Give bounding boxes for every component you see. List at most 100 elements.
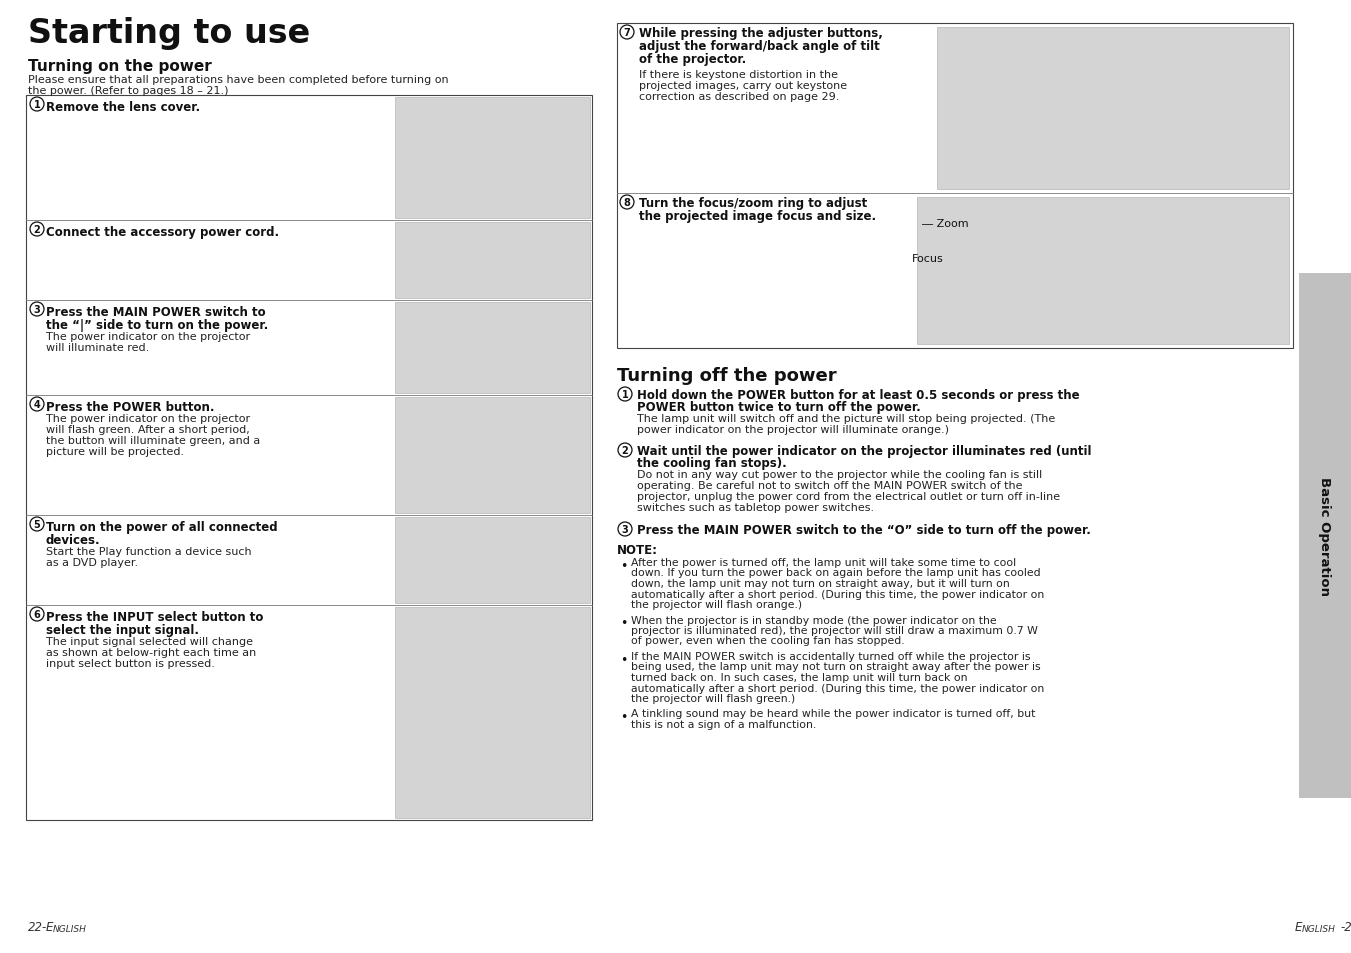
Text: of the projector.: of the projector. — [639, 53, 746, 66]
Text: Basic Operation: Basic Operation — [1319, 476, 1332, 596]
Text: •: • — [620, 617, 627, 630]
Text: If the MAIN POWER switch is accidentally turned off while the projector is: If the MAIN POWER switch is accidentally… — [631, 651, 1031, 661]
Bar — [26, 96, 592, 821]
Text: automatically after a short period. (During this time, the power indicator on: automatically after a short period. (Dur… — [631, 589, 1044, 598]
Circle shape — [30, 223, 45, 236]
Text: the button will illuminate green, and a: the button will illuminate green, and a — [46, 436, 261, 446]
Text: will flash green. After a short period,: will flash green. After a short period, — [46, 424, 250, 435]
Circle shape — [617, 522, 632, 537]
Text: Turning off the power: Turning off the power — [617, 367, 836, 385]
Text: Please ensure that all preparations have been completed before turning on: Please ensure that all preparations have… — [28, 75, 449, 85]
Text: projected images, carry out keystone: projected images, carry out keystone — [639, 81, 847, 91]
Circle shape — [30, 303, 45, 316]
Text: down. If you turn the power back on again before the lamp unit has cooled: down. If you turn the power back on agai… — [631, 568, 1040, 578]
Text: 1: 1 — [621, 390, 628, 399]
Text: input select button is pressed.: input select button is pressed. — [46, 659, 215, 668]
Text: 4: 4 — [34, 399, 41, 410]
Text: 5: 5 — [34, 519, 41, 530]
Bar — [394, 517, 590, 603]
Text: The lamp unit will switch off and the picture will stop being projected. (The: The lamp unit will switch off and the pi… — [638, 414, 1055, 423]
Text: 8: 8 — [624, 198, 631, 208]
Text: as a DVD player.: as a DVD player. — [46, 558, 138, 567]
Bar — [617, 24, 1293, 349]
Text: If there is keystone distortion in the: If there is keystone distortion in the — [639, 70, 838, 80]
Text: adjust the forward/back angle of tilt: adjust the forward/back angle of tilt — [639, 40, 880, 53]
Bar — [917, 198, 1289, 345]
Text: Start the Play function a device such: Start the Play function a device such — [46, 546, 251, 557]
Text: 22-: 22- — [28, 920, 47, 933]
Bar — [394, 607, 590, 818]
Text: Hold down the POWER button for at least 0.5 seconds or press the: Hold down the POWER button for at least … — [638, 389, 1079, 401]
Text: projector, unplug the power cord from the electrical outlet or turn off in-line: projector, unplug the power cord from th… — [638, 492, 1061, 501]
Text: NGLISH: NGLISH — [1302, 924, 1336, 933]
Text: of power, even when the cooling fan has stopped.: of power, even when the cooling fan has … — [631, 636, 905, 646]
Circle shape — [30, 397, 45, 412]
Text: Connect the accessory power cord.: Connect the accessory power cord. — [46, 226, 280, 239]
Text: Turning on the power: Turning on the power — [28, 59, 212, 74]
Text: 6: 6 — [34, 609, 41, 619]
Text: automatically after a short period. (During this time, the power indicator on: automatically after a short period. (Dur… — [631, 682, 1044, 693]
Text: When the projector is in standby mode (the power indicator on the: When the projector is in standby mode (t… — [631, 615, 997, 625]
Text: Starting to use: Starting to use — [28, 17, 311, 50]
Text: While pressing the adjuster buttons,: While pressing the adjuster buttons, — [639, 27, 882, 40]
Text: The power indicator on the projector: The power indicator on the projector — [46, 332, 250, 341]
Bar — [394, 303, 590, 394]
Text: -23: -23 — [1340, 920, 1351, 933]
Text: 2: 2 — [34, 225, 41, 234]
Text: 7: 7 — [624, 28, 631, 38]
Text: The power indicator on the projector: The power indicator on the projector — [46, 414, 250, 423]
Bar — [938, 28, 1289, 190]
Text: correction as described on page 29.: correction as described on page 29. — [639, 91, 839, 102]
Text: NOTE:: NOTE: — [617, 543, 658, 557]
Text: the projected image focus and size.: the projected image focus and size. — [639, 210, 877, 223]
Text: ― Zoom: ― Zoom — [921, 219, 969, 229]
Text: Press the MAIN POWER switch to the “O” side to turn off the power.: Press the MAIN POWER switch to the “O” s… — [638, 523, 1090, 537]
Text: A tinkling sound may be heard while the power indicator is turned off, but: A tinkling sound may be heard while the … — [631, 709, 1035, 719]
Text: the cooling fan stops).: the cooling fan stops). — [638, 456, 786, 470]
Text: After the power is turned off, the lamp unit will take some time to cool: After the power is turned off, the lamp … — [631, 558, 1016, 567]
Circle shape — [617, 443, 632, 457]
Text: Turn the focus/zoom ring to adjust: Turn the focus/zoom ring to adjust — [639, 196, 867, 210]
Text: Press the POWER button.: Press the POWER button. — [46, 400, 215, 414]
Text: the power. (Refer to pages 18 – 21.): the power. (Refer to pages 18 – 21.) — [28, 86, 228, 96]
Text: Do not in any way cut power to the projector while the cooling fan is still: Do not in any way cut power to the proje… — [638, 470, 1042, 479]
Text: down, the lamp unit may not turn on straight away, but it will turn on: down, the lamp unit may not turn on stra… — [631, 578, 1009, 588]
Text: Wait until the power indicator on the projector illuminates red (until: Wait until the power indicator on the pr… — [638, 444, 1092, 457]
Text: as shown at below-right each time an: as shown at below-right each time an — [46, 647, 257, 658]
Text: being used, the lamp unit may not turn on straight away after the power is: being used, the lamp unit may not turn o… — [631, 661, 1040, 672]
Circle shape — [620, 195, 634, 210]
Text: switches such as tabletop power switches.: switches such as tabletop power switches… — [638, 502, 874, 513]
Text: •: • — [620, 654, 627, 666]
Text: The input signal selected will change: The input signal selected will change — [46, 637, 253, 646]
Text: devices.: devices. — [46, 534, 100, 546]
Circle shape — [30, 517, 45, 532]
Text: •: • — [620, 711, 627, 723]
Text: will illuminate red.: will illuminate red. — [46, 343, 149, 353]
Text: Turn on the power of all connected: Turn on the power of all connected — [46, 520, 277, 534]
Text: POWER button twice to turn off the power.: POWER button twice to turn off the power… — [638, 400, 921, 414]
Bar — [1300, 274, 1351, 799]
Text: the “|” side to turn on the power.: the “|” side to turn on the power. — [46, 318, 269, 332]
Bar — [394, 223, 590, 298]
Text: projector is illuminated red), the projector will still draw a maximum 0.7 W: projector is illuminated red), the proje… — [631, 625, 1038, 636]
Text: •: • — [620, 559, 627, 573]
Bar — [394, 397, 590, 514]
Text: picture will be projected.: picture will be projected. — [46, 447, 184, 456]
Text: this is not a sign of a malfunction.: this is not a sign of a malfunction. — [631, 720, 816, 729]
Circle shape — [620, 26, 634, 40]
Circle shape — [30, 98, 45, 112]
Text: Press the INPUT select button to: Press the INPUT select button to — [46, 610, 263, 623]
Text: the projector will flash green.): the projector will flash green.) — [631, 693, 796, 703]
Bar — [394, 98, 590, 219]
Circle shape — [617, 388, 632, 401]
Text: Press the MAIN POWER switch to: Press the MAIN POWER switch to — [46, 306, 266, 318]
Text: power indicator on the projector will illuminate orange.): power indicator on the projector will il… — [638, 424, 948, 435]
Circle shape — [30, 607, 45, 621]
Text: operating. Be careful not to switch off the MAIN POWER switch of the: operating. Be careful not to switch off … — [638, 480, 1023, 491]
Text: 3: 3 — [34, 305, 41, 314]
Text: Focus: Focus — [912, 253, 944, 264]
Text: 2: 2 — [621, 446, 628, 456]
Text: 3: 3 — [621, 524, 628, 535]
Text: turned back on. In such cases, the lamp unit will turn back on: turned back on. In such cases, the lamp … — [631, 672, 967, 682]
Text: E: E — [1296, 920, 1302, 933]
